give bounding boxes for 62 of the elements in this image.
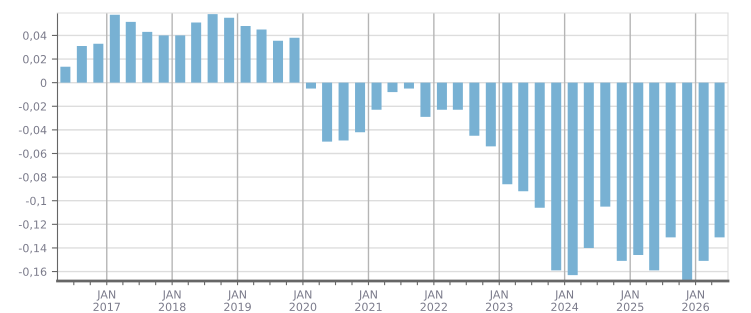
bar xyxy=(126,22,136,83)
bar xyxy=(273,40,284,83)
bar xyxy=(436,82,447,110)
bar xyxy=(60,66,70,83)
bar xyxy=(240,26,251,83)
bar xyxy=(338,82,349,141)
bar xyxy=(518,82,528,192)
bar xyxy=(469,82,480,136)
bar xyxy=(534,82,545,208)
y-tick-label: -0,14 xyxy=(18,244,46,254)
bar xyxy=(486,82,496,146)
bar xyxy=(698,82,709,261)
bar xyxy=(355,82,366,132)
bar xyxy=(142,32,152,83)
y-tick-label: -0,16 xyxy=(18,268,46,278)
bar xyxy=(714,82,725,238)
x-tick-label: JAN 2022 xyxy=(420,290,447,312)
bar xyxy=(191,22,202,83)
bar xyxy=(584,82,594,248)
y-tick-label: -0,08 xyxy=(18,173,46,183)
bar xyxy=(110,14,120,83)
bar xyxy=(289,38,300,83)
bar xyxy=(158,35,169,83)
bar xyxy=(224,18,234,83)
bar xyxy=(633,82,644,256)
y-tick-label: -0,04 xyxy=(18,126,46,136)
y-tick-label: -0,06 xyxy=(18,149,46,160)
bar xyxy=(568,82,578,276)
y-tick-label: 0,02 xyxy=(23,55,46,65)
bar xyxy=(649,82,660,270)
bar xyxy=(208,14,218,83)
bar xyxy=(93,44,104,83)
bar xyxy=(600,82,610,207)
bar xyxy=(256,30,267,83)
x-tick-label: JAN 2018 xyxy=(158,290,186,312)
x-tick-label: JAN 2019 xyxy=(224,290,251,312)
y-tick-label: 0 xyxy=(40,78,46,88)
bar xyxy=(404,82,414,89)
bar xyxy=(372,82,382,110)
bar xyxy=(420,82,430,117)
x-tick-label: JAN 2017 xyxy=(93,290,120,312)
bar xyxy=(551,82,562,270)
bar xyxy=(682,82,692,280)
x-tick-label: JAN 2024 xyxy=(551,290,578,312)
bar xyxy=(306,82,316,89)
x-tick-label: JAN 2026 xyxy=(682,290,710,312)
x-tick-label: JAN 2020 xyxy=(290,290,316,312)
x-tick-label: JAN 2025 xyxy=(616,290,644,312)
bar xyxy=(452,82,463,110)
bar xyxy=(322,82,332,142)
y-tick-label: 0,04 xyxy=(23,31,46,41)
y-tick-label: -0,02 xyxy=(18,102,46,112)
y-tick-label: -0,1 xyxy=(26,196,46,206)
y-tick-label: -0,12 xyxy=(18,220,46,230)
bar xyxy=(76,46,87,83)
x-tick-label: JAN 2023 xyxy=(486,290,512,312)
bar xyxy=(387,82,398,92)
bar xyxy=(175,35,186,83)
x-tick-label: JAN 2021 xyxy=(355,290,382,312)
bar xyxy=(666,82,676,238)
bar xyxy=(502,82,512,184)
bar xyxy=(616,82,627,261)
